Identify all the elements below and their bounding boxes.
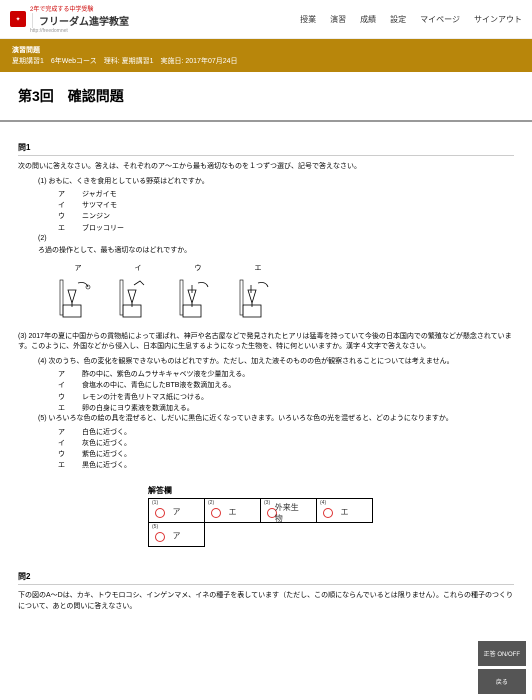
page-title: 第3回 確認問題 [18,86,514,106]
nav-lesson[interactable]: 授業 [300,14,316,25]
filter-diagram-icon [58,275,98,320]
correct-circle-icon [155,532,165,542]
back-button[interactable]: 戻る [478,669,526,694]
logo-area: ✦ 2年で完成する中学受験 フリーダム進学教室 http://freedomne… [10,4,129,34]
q1-sub5: (5) いろいろな色の絵の具を混ぜると、しだいに黒色に近くなっていきます。いろい… [38,414,514,425]
nav-grades[interactable]: 成績 [360,14,376,25]
diagram-c: ウ [178,263,218,322]
answer-cell[interactable]: (5)ア [149,523,205,547]
correct-circle-icon [323,508,333,518]
q1-header: 問1 [18,142,514,156]
answer-cell[interactable]: (3)外来生物 [261,499,317,523]
nav-signout[interactable]: サインアウト [474,14,522,25]
q2-intro: 下の図のA～Dは、カキ、トウモロコシ、インゲンマメ、イネの種子を表しています（た… [18,591,514,612]
q1-sub3: (3) 2017年の夏に中国からの貨物船によって運ばれ、神戸や名古屋などで発見さ… [18,332,514,353]
nav-practice[interactable]: 演習 [330,14,346,25]
correct-circle-icon [155,508,165,518]
toggle-answer-button[interactable]: 正答 ON/OFF [478,641,526,666]
q2-header: 問2 [18,571,514,585]
answer-cell[interactable]: (4)エ [317,499,373,523]
diagram-d: エ [238,263,278,322]
answer-section: 解答欄 (1)ア (2)エ (3)外来生物 (4)エ (5)ア [148,485,514,547]
nav-mypage[interactable]: マイページ [420,14,460,25]
title-section: 第3回 確認問題 [0,72,532,122]
q1-sub2b: ろ過の操作として、最も適切なのはどれですか。 [38,246,514,257]
header: ✦ 2年で完成する中学受験 フリーダム進学教室 http://freedomne… [0,0,532,39]
diagram-row: ア イ ウ エ [58,263,514,322]
diagram-b: イ [118,263,158,322]
q1-intro: 次の問いに答えなさい。答えは、それぞれのア〜エから最も適切なものを１つずつ選び、… [18,162,514,173]
float-buttons: 正答 ON/OFF 戻る [478,641,526,694]
q1-sub1: (1) おもに、くきを食用としている野菜はどれですか。 [38,177,514,188]
logo-sub: http://freedomnet [30,28,129,34]
answer-table: (1)ア (2)エ (3)外来生物 (4)エ (5)ア [148,498,373,547]
q1-sub2: (2) [38,234,514,245]
q1-sub4: (4) 次のうち、色の変化を観察できないものはどれですか。ただし、加えた液そのも… [38,357,514,368]
filter-diagram-icon [238,275,278,320]
logo-icon: ✦ [10,11,26,27]
q1-choices5: ア白色に近づく。 イ灰色に近づく。 ウ紫色に近づく。 エ黒色に近づく。 [58,427,514,472]
logo-tagline: 2年で完成する中学受験 [30,4,129,13]
nav-settings[interactable]: 設定 [390,14,406,25]
q1-choices4: ア酢の中に、紫色のムラサキキャベツ液を少量加える。 イ食塩水の中に、青色にしたB… [58,369,514,414]
answer-title: 解答欄 [148,485,514,496]
banner-detail: 夏期講習1 6年Webコース 理科: 夏期講習1 実施日: 2017年07月24… [12,56,520,66]
correct-circle-icon [211,508,221,518]
banner-title: 演習問題 [12,45,520,55]
banner: 演習問題 夏期講習1 6年Webコース 理科: 夏期講習1 実施日: 2017年… [0,39,532,72]
answer-cell[interactable]: (1)ア [149,499,205,523]
answer-cell[interactable]: (2)エ [205,499,261,523]
diagram-a: ア [58,263,98,322]
content: 問1 次の問いに答えなさい。答えは、それぞれのア〜エから最も適切なものを１つずつ… [0,122,532,626]
nav: 授業 演習 成績 設定 マイページ サインアウト [300,14,522,25]
q1-choices1: アジャガイモ イサツマイモ ウニンジン エブロッコリー [58,189,514,234]
filter-diagram-icon [118,275,158,320]
filter-diagram-icon [178,275,218,320]
logo-title: フリーダム進学教室 [32,13,129,28]
